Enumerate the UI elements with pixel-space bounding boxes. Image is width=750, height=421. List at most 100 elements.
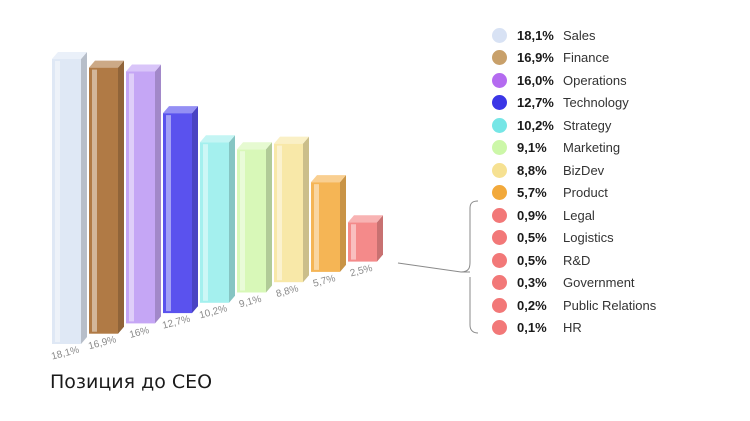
bar-top bbox=[237, 142, 272, 150]
legend-color-dot bbox=[492, 117, 507, 133]
legend-label: Technology bbox=[563, 95, 629, 110]
bar-front bbox=[237, 149, 266, 293]
legend-color-dot bbox=[492, 27, 507, 43]
bar-highlight bbox=[277, 145, 282, 281]
legend-color-dot bbox=[492, 297, 507, 313]
legend-label: Legal bbox=[563, 207, 595, 223]
bar-side bbox=[81, 52, 87, 344]
chart-title: Позиция до CEO bbox=[50, 371, 213, 393]
legend-label: Marketing bbox=[563, 140, 621, 155]
legend-value: 16,9% bbox=[517, 50, 554, 65]
legend-item: 18,1% Sales bbox=[492, 25, 596, 45]
bar-side bbox=[377, 215, 383, 262]
bar bbox=[89, 60, 124, 334]
bar-top bbox=[163, 106, 198, 114]
legend-item: 8,8% BizDev bbox=[492, 160, 604, 180]
bar-value-label: 12,7% bbox=[161, 314, 191, 332]
bar-highlight bbox=[203, 144, 208, 301]
bar-value-label: 5,7% bbox=[312, 273, 337, 290]
legend-label: Sales bbox=[563, 27, 596, 43]
bar-front bbox=[311, 182, 340, 272]
bar-value-label: 16% bbox=[128, 325, 150, 341]
legend-label: R&D bbox=[563, 252, 591, 268]
bar-top bbox=[200, 135, 235, 143]
legend-value: 0,2% bbox=[517, 297, 547, 313]
legend-value: 12,7% bbox=[517, 95, 554, 110]
bar-top bbox=[311, 175, 346, 183]
bar bbox=[348, 215, 383, 262]
bar-front bbox=[89, 67, 118, 334]
legend-color-dot bbox=[492, 50, 507, 65]
legend-item: 9,1% Marketing bbox=[492, 138, 620, 158]
bar-value-label: 2,5% bbox=[349, 263, 374, 280]
legend-color-dot bbox=[492, 162, 507, 178]
bar bbox=[126, 64, 161, 324]
bar-highlight bbox=[314, 184, 319, 270]
bar-value-label: 18,1% bbox=[50, 345, 80, 363]
bar-side bbox=[266, 142, 272, 293]
legend-label: Product bbox=[563, 185, 608, 200]
legend-value: 10,2% bbox=[517, 117, 554, 133]
legend-item: 0,3% Government bbox=[492, 273, 635, 293]
legend-label: Logistics bbox=[563, 230, 614, 245]
bar-front bbox=[163, 113, 192, 314]
bar-highlight bbox=[92, 69, 97, 332]
bar bbox=[237, 142, 272, 293]
bar bbox=[163, 106, 198, 314]
legend-item: 10,2% Strategy bbox=[492, 115, 611, 135]
bar-highlight bbox=[240, 151, 245, 291]
legend-label: Government bbox=[563, 275, 635, 290]
bar bbox=[311, 175, 346, 272]
bar-side bbox=[118, 60, 124, 334]
bar-value-label: 8,8% bbox=[275, 283, 300, 300]
legend-color-dot bbox=[492, 252, 507, 268]
legend-label: Finance bbox=[563, 50, 610, 65]
bars-group bbox=[52, 52, 383, 344]
legend-value: 0,9% bbox=[517, 207, 547, 223]
legend-color-dot bbox=[492, 320, 507, 335]
legend-item: 5,7% Product bbox=[492, 183, 608, 203]
legend-label: Operations bbox=[563, 72, 627, 88]
legend-color-dot bbox=[492, 140, 507, 155]
bar-highlight bbox=[55, 61, 60, 342]
legend-item: 0,2% Public Relations bbox=[492, 295, 656, 315]
legend-value: 16,0% bbox=[517, 72, 554, 88]
bar-top bbox=[348, 215, 383, 223]
legend-value: 0,5% bbox=[517, 230, 547, 245]
legend-value: 8,8% bbox=[517, 162, 547, 178]
bar-front bbox=[126, 71, 155, 324]
legend-value: 0,3% bbox=[517, 275, 547, 290]
bar-front bbox=[348, 222, 377, 262]
legend-color-dot bbox=[492, 185, 507, 200]
bar-value-label: 9,1% bbox=[238, 294, 263, 311]
legend-label: HR bbox=[563, 320, 582, 335]
other-categories-bracket bbox=[397, 200, 479, 334]
bar-highlight bbox=[351, 224, 356, 260]
legend-value: 18,1% bbox=[517, 27, 554, 43]
legend-item: 0,5% Logistics bbox=[492, 228, 614, 248]
legend-label: BizDev bbox=[563, 162, 605, 178]
legend-value: 9,1% bbox=[517, 140, 547, 155]
legend-item: 0,1% HR bbox=[492, 318, 582, 338]
legend-color-dot bbox=[492, 275, 507, 290]
bar bbox=[52, 52, 87, 344]
legend-value: 5,7% bbox=[517, 185, 547, 200]
legend-label: Strategy bbox=[563, 117, 612, 133]
legend-label: Public Relations bbox=[563, 297, 657, 313]
legend-item: 0,9% Legal bbox=[492, 205, 595, 225]
legend-color-dot bbox=[492, 230, 507, 245]
bar bbox=[200, 135, 235, 303]
legend-color-dot bbox=[492, 95, 507, 110]
legend-color-dot bbox=[492, 207, 507, 223]
legend-item: 0,5% R&D bbox=[492, 250, 590, 270]
bar-highlight bbox=[129, 73, 134, 322]
legend-item: 16,9% Finance bbox=[492, 48, 609, 68]
bar-top bbox=[52, 52, 87, 59]
bar-side bbox=[155, 64, 161, 324]
bar-front bbox=[52, 59, 81, 344]
bar-top bbox=[89, 60, 124, 68]
bar-front bbox=[274, 143, 303, 283]
bar-value-label: 10,2% bbox=[198, 303, 228, 321]
legend-value: 0,5% bbox=[517, 252, 547, 268]
